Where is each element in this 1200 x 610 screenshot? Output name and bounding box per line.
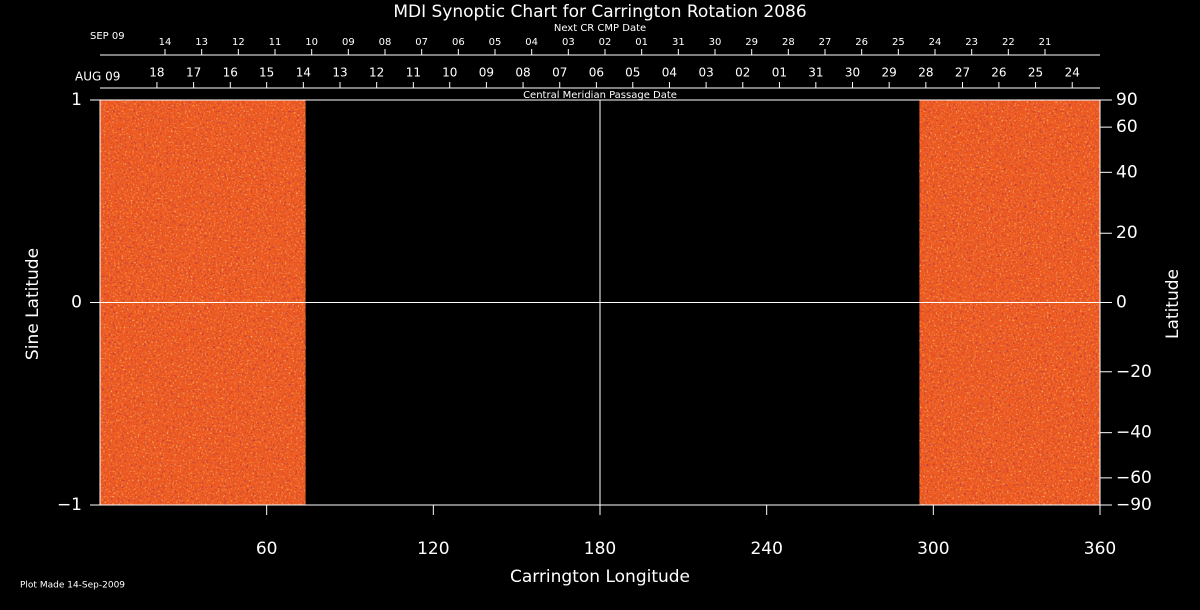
top-axis-label: 24 [1065,66,1080,80]
top-axis-label: 03 [698,66,713,80]
top-axis-label: 22 [1002,37,1015,48]
top-axis-label: 17 [186,66,201,80]
top-axis-label: 06 [589,66,604,80]
top-axis-label: 08 [515,66,530,80]
top-axis-label: 01 [772,66,787,80]
chart-title: MDI Synoptic Chart for Carrington Rotati… [393,2,806,22]
top-axis-label: 24 [929,37,942,48]
y2-tick-label: 60 [1116,117,1138,137]
top-axis-label: 03 [562,37,575,48]
top-axis-label: 09 [479,66,494,80]
y-tick-label: −1 [57,495,82,515]
top-axis-name: Central Meridian Passage Date [523,90,677,101]
top-axis-name: Next CR CMP Date [554,23,646,34]
top-axis-label: 26 [855,37,868,48]
y2-axis-label: Latitude [1163,269,1183,339]
top-axis-label: 07 [552,66,567,80]
top-axis-label: 13 [195,37,208,48]
top-axis-label: 05 [625,66,640,80]
y2-tick-label: −90 [1116,495,1152,515]
top-axis-label: 12 [369,66,384,80]
y2-tick-label: −60 [1116,468,1152,488]
y2-tick-label: 90 [1116,90,1138,110]
top-axis-label: 29 [745,37,758,48]
top-axis-label: 09 [342,37,355,48]
y2-tick-label: 40 [1116,162,1138,182]
top-axis-label: 28 [782,37,795,48]
footnote: Plot Made 14-Sep-2009 [20,581,125,591]
top-axis-label: 30 [845,66,860,80]
top-axis-label: 07 [415,37,428,48]
top-axis-label: 05 [489,37,502,48]
y-axis-label: Sine Latitude [23,248,43,360]
top-axis-label: 04 [525,37,538,48]
y2-tick-label: −40 [1116,423,1152,443]
top-axis-label: 01 [635,37,648,48]
top-axis-label: 29 [882,66,897,80]
top-axis-label: 02 [735,66,750,80]
top-axis-label: 10 [442,66,457,80]
top-axis-label: 16 [223,66,238,80]
top-axis-label: 15 [259,66,274,80]
top-axis-label: 02 [599,37,612,48]
top-axis-label: 26 [991,66,1006,80]
top-axis-label: 21 [1039,37,1052,48]
top-axis-label: 23 [965,37,978,48]
y2-tick-label: −20 [1116,362,1152,382]
top-axis-label: 11 [269,37,282,48]
top-axis-label: 06 [452,37,465,48]
y2-tick-label: 0 [1116,293,1127,313]
top-axis-label: 14 [159,37,172,48]
top-axis-label: 18 [149,66,164,80]
top-axis-start-label: AUG 09 [75,70,120,84]
x-tick-label: 240 [750,539,782,559]
top-axis-label: 30 [709,37,722,48]
top-axis-label: 31 [672,37,685,48]
top-axis-label: 13 [332,66,347,80]
top-axis-start-label: SEP 09 [90,31,125,42]
y2-tick-label: 20 [1116,223,1138,243]
top-axis-label: 04 [662,66,677,80]
top-axis-label: 25 [892,37,905,48]
x-tick-label: 60 [256,539,278,559]
top-axis-label: 12 [232,37,245,48]
top-axis-label: 08 [379,37,392,48]
top-axis-label: 28 [918,66,933,80]
top-axis-label: 14 [296,66,311,80]
top-axis-label: 27 [955,66,970,80]
x-axis-label: Carrington Longitude [510,567,690,587]
x-tick-label: 360 [1084,539,1116,559]
top-axis-label: 31 [808,66,823,80]
top-axis-label: 11 [406,66,421,80]
top-axis-label: 25 [1028,66,1043,80]
x-tick-label: 180 [584,539,616,559]
x-tick-label: 300 [917,539,949,559]
y-tick-label: 1 [71,90,82,110]
x-tick-label: 120 [417,539,449,559]
y-tick-label: 0 [71,293,82,313]
top-axis-label: 27 [819,37,832,48]
top-axis-label: 10 [305,37,318,48]
